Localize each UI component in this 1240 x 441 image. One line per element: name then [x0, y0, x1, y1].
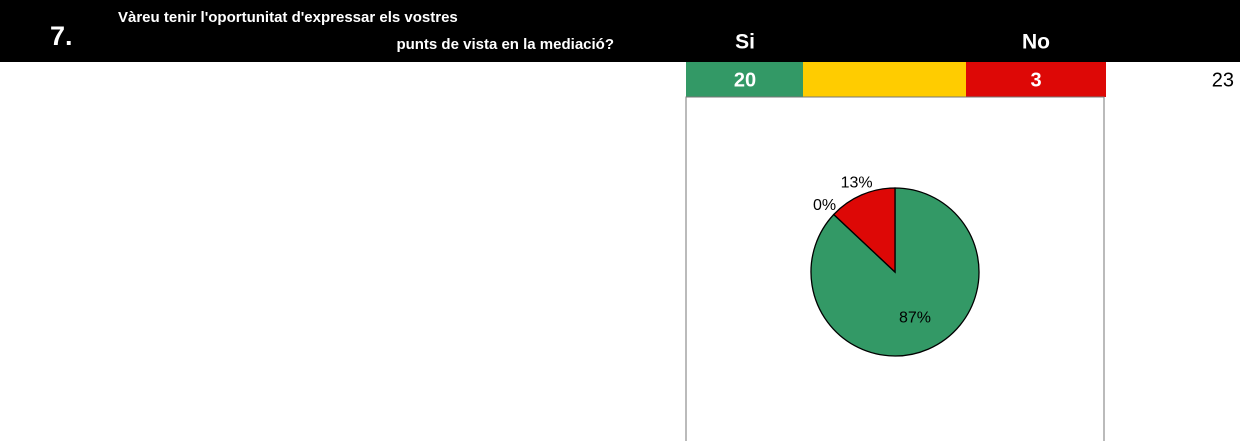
total-count: 23: [1212, 69, 1234, 91]
si-cell: [686, 62, 803, 97]
column-header: Si: [735, 31, 755, 54]
column-header: No: [1022, 31, 1050, 54]
question-text: punts de vista en la mediació?: [396, 36, 614, 53]
pie-slice: [832, 187, 896, 274]
slice-label: 13%: [841, 175, 873, 192]
question-text: Vàreu tenir l'oportunitat d'expressar el…: [118, 9, 458, 26]
header-bar: [0, 0, 1240, 62]
empty-cell: [803, 62, 966, 97]
si-count: 20: [734, 69, 756, 91]
slice-label: 0%: [813, 197, 836, 214]
chart-area: [685, 96, 1105, 441]
slice-label: 87%: [899, 309, 931, 326]
question-number: 7.: [50, 21, 73, 51]
no-count: 3: [1030, 69, 1041, 91]
no-cell: [966, 62, 1106, 97]
